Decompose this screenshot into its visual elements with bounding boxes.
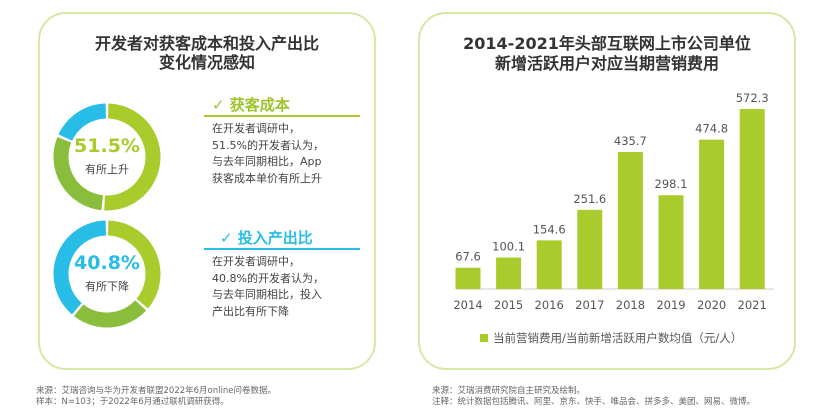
x-tick-label: 2018 [616,298,645,312]
left-title-line1: 开发者对获客成本和投入产出比 [94,34,319,53]
segment-increase [104,103,161,211]
bar-2016 [536,240,562,289]
acquisition-cost-value: 51.5% [74,135,140,157]
bar-2019 [658,195,684,289]
data-label: 251.6 [573,192,606,206]
x-tick-label: 2017 [575,298,604,312]
bar-2021 [739,109,765,289]
bar-2018 [617,151,643,289]
chart-title-line2: 新增活跃用户对应当期营销费用 [494,54,719,73]
segment-decrease [53,220,107,315]
x-tick-label: 2016 [535,298,564,312]
left-title-line2: 变化情况感知 [158,53,255,72]
data-label: 154.6 [533,222,566,236]
roi-value: 40.8% [74,252,140,274]
bar-2014 [455,267,481,289]
chart-title-line1: 2014-2021年头部互联网上市公司单位 [463,34,751,53]
legend-label: 当前营销费用/当前新增活跃用户数均值（元/人） [493,331,742,345]
roi-description: 在开发者调研中， 40.8%的开发者认为， 与去年同期相比，投入 产出比有所下降 [212,255,324,318]
data-label: 100.1 [492,240,525,254]
donut-acquisition-cost [53,103,161,211]
data-label: 67.6 [455,250,481,264]
right-footnote: 来源：艾瑞消费研究院自主研究及绘制。 注释：统计数据包括腾讯、阿里、京东、快手、唯… [432,386,756,407]
segment-unchanged [74,299,147,328]
bar-2017 [577,209,603,289]
x-tick-label: 2019 [656,298,685,312]
acquisition-cost-label: 有所上升 [85,163,129,176]
acquisition-cost-heading: ✓ 获客成本 [212,96,290,114]
donut-roi [53,220,161,328]
acquisition-cost-description: 在开发者调研中， 51.5%的开发者认为， 与去年同期相比，App 获客成本单价有所上… [212,122,324,185]
data-label: 298.1 [655,177,688,191]
data-label: 572.3 [736,91,769,105]
divider [204,248,360,250]
segment-decrease [58,103,107,142]
x-tick-label: 2015 [494,298,523,312]
data-label: 435.7 [614,134,647,148]
roi-label: 有所下降 [85,280,129,293]
segment-increase [107,220,161,309]
segment-unchanged [53,136,104,211]
divider [204,115,360,117]
x-tick-label: 2021 [738,298,767,312]
legend-swatch [480,334,488,342]
bar-chart: 当前营销费用/当前新增活跃用户数均值（元/人） 67.6 2014 100.1 201… [453,91,774,345]
x-tick-label: 2014 [453,298,482,312]
bar-2020 [699,139,725,289]
data-label: 474.8 [695,122,728,136]
developer-perception-card: 开发者对获客成本和投入产出比 变化情况感知 51.5% 有所上升 ✓ 获客成本 … [38,12,376,370]
x-tick-label: 2020 [697,298,726,312]
bar-2015 [496,257,522,289]
roi-heading: ✓ 投入产出比 [220,229,313,247]
left-footnote: 来源：艾瑞咨询与华为开发者联盟2022年6月online问卷数据。 样本：N=10… [36,386,276,407]
marketing-cost-chart-card: 2014-2021年头部互联网上市公司单位 新增活跃用户对应当期营销费用 当前营… [418,12,796,370]
